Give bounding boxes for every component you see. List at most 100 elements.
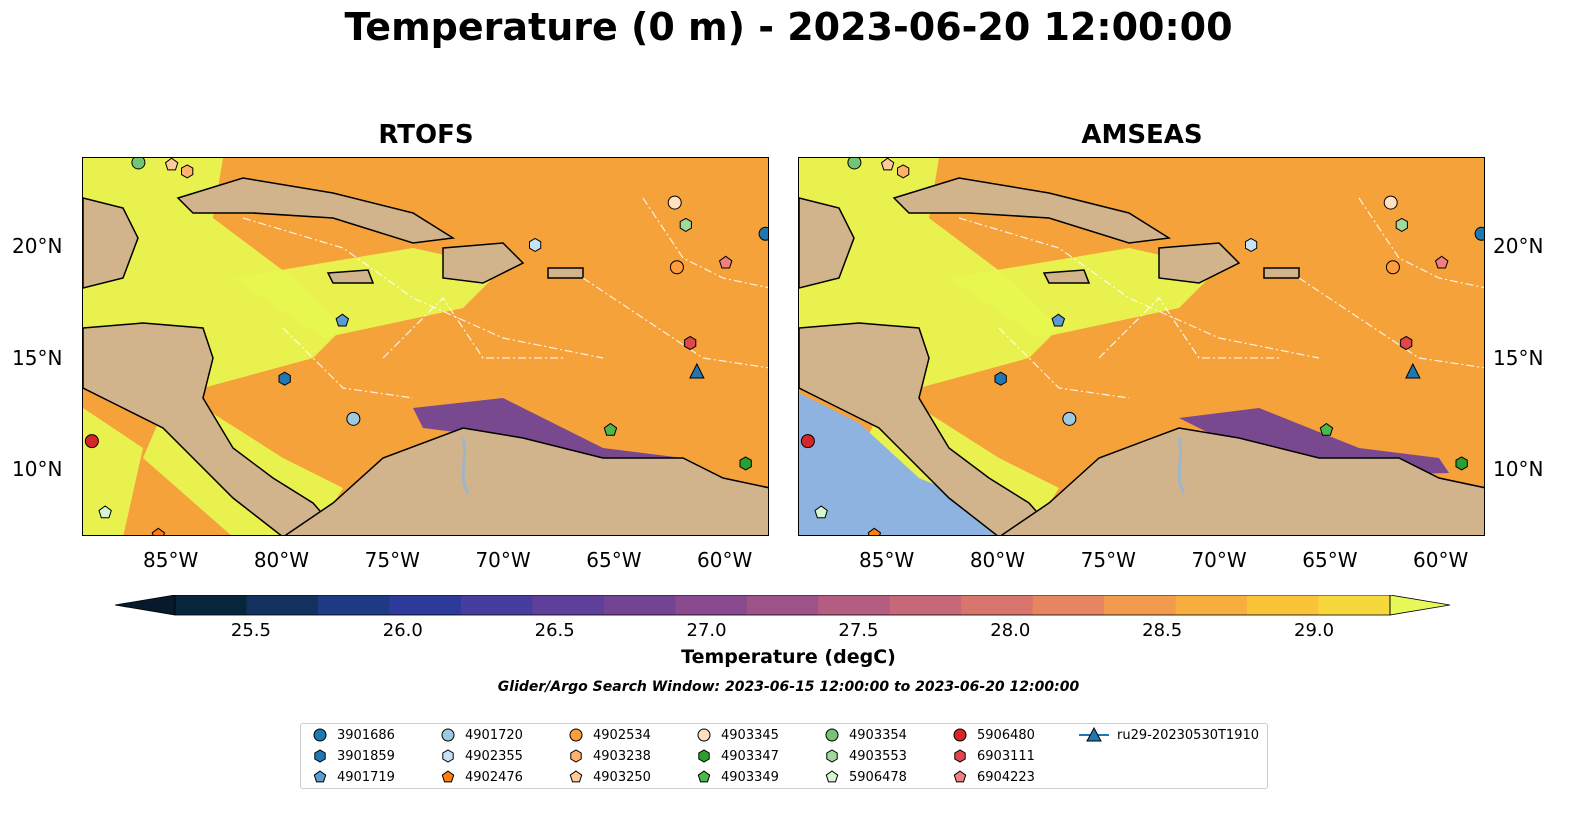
legend-item: 4903250 bbox=[567, 769, 651, 785]
hexagon-marker-icon bbox=[570, 749, 582, 763]
x-tick-label: 85°W bbox=[143, 548, 199, 572]
hexagon-marker-icon bbox=[954, 749, 966, 763]
legend-label: 4902534 bbox=[593, 727, 651, 743]
float-marker-5906478 bbox=[98, 505, 112, 519]
colorbar-tick-label: 25.5 bbox=[230, 620, 271, 641]
float-marker-6903111 bbox=[1400, 335, 1413, 351]
colorbar-bin bbox=[1104, 595, 1177, 615]
land-yucatan bbox=[83, 197, 139, 289]
pentagon-marker-icon bbox=[441, 770, 455, 783]
float-marker-4902534 bbox=[669, 260, 684, 275]
colorbar-bin bbox=[603, 595, 676, 615]
float-marker-4903347 bbox=[739, 456, 752, 471]
float-marker-4903349 bbox=[1319, 422, 1334, 436]
colorbar-bin bbox=[317, 595, 390, 615]
legend-label: 5906480 bbox=[977, 727, 1035, 743]
colorbar-tick-label: 26.5 bbox=[534, 620, 575, 641]
float-marker-5906480 bbox=[800, 434, 815, 449]
legend-label: 4902476 bbox=[465, 769, 523, 785]
float-marker-6904223 bbox=[1434, 255, 1449, 269]
glider-marker bbox=[689, 362, 705, 379]
colorbar-bin bbox=[1032, 595, 1105, 615]
lake-maracaibo bbox=[1177, 437, 1186, 494]
map-amseas[interactable] bbox=[798, 157, 1485, 536]
y-tick-label-left: 15°N bbox=[12, 345, 63, 370]
y-tick-label-left: 20°N bbox=[12, 234, 63, 259]
colorbar-bin bbox=[532, 595, 605, 615]
y-tick-label-right: 20°N bbox=[1493, 234, 1544, 259]
x-tick-label: 85°W bbox=[859, 548, 915, 572]
legend-label: ru29-20230530T1910 bbox=[1117, 727, 1260, 743]
eez-boundary bbox=[1358, 197, 1484, 289]
legend-marker-icon bbox=[441, 770, 455, 783]
colorbar-bin bbox=[818, 595, 891, 615]
y-tick-label-right: 15°N bbox=[1493, 345, 1544, 370]
float-marker-3901859 bbox=[994, 371, 1007, 386]
y-tick-label-left: 10°N bbox=[12, 457, 63, 482]
float-marker-4903345 bbox=[1383, 195, 1398, 210]
float-marker-4903345 bbox=[667, 195, 682, 210]
legend-label: 4901719 bbox=[337, 769, 395, 785]
x-tick-label: 75°W bbox=[364, 548, 420, 572]
eez-boundary bbox=[242, 217, 604, 359]
float-marker-4901719 bbox=[1051, 313, 1066, 327]
land-puerto-rico bbox=[1263, 267, 1300, 279]
legend-label: 4903354 bbox=[849, 727, 907, 743]
legend-marker-icon bbox=[313, 728, 327, 742]
map-rtofs[interactable] bbox=[82, 157, 769, 536]
legend-marker-icon bbox=[569, 728, 583, 742]
colorbar-extend-high bbox=[1389, 594, 1451, 616]
colorbar-bin bbox=[246, 595, 319, 615]
eez-boundary bbox=[582, 277, 768, 369]
legend-item: 4903553 bbox=[823, 748, 907, 764]
legend-marker-icon bbox=[442, 749, 454, 763]
legend-item: 4903238 bbox=[567, 748, 651, 764]
float-marker-6903111 bbox=[684, 335, 697, 351]
legend-label: 4903345 bbox=[721, 727, 779, 743]
x-tick-label: 65°W bbox=[1302, 548, 1358, 572]
glider-marker bbox=[1405, 362, 1421, 379]
float-marker-4902355 bbox=[529, 237, 542, 252]
legend-marker-icon bbox=[314, 749, 326, 763]
legend-marker-icon bbox=[570, 749, 582, 763]
legend-label: 5906478 bbox=[849, 769, 907, 785]
legend-item: 4901720 bbox=[439, 727, 523, 743]
legend-label: 6903111 bbox=[977, 748, 1035, 764]
eez-boundary bbox=[958, 217, 1320, 359]
legend-marker-icon bbox=[698, 749, 710, 763]
legend-item: 4903345 bbox=[695, 727, 779, 743]
legend-item: ru29-20230530T1910 bbox=[1079, 727, 1259, 743]
legend-label: 4903553 bbox=[849, 748, 907, 764]
float-marker-4903354 bbox=[131, 158, 146, 170]
land-south-america bbox=[284, 427, 768, 535]
legend-item: 4903354 bbox=[823, 727, 907, 743]
hexagon-marker-icon bbox=[442, 749, 454, 763]
circle-marker-icon bbox=[825, 728, 839, 742]
eez-boundary bbox=[998, 327, 1130, 399]
float-marker-3901686 bbox=[758, 226, 768, 241]
legend-marker-icon bbox=[697, 728, 711, 742]
colorbar-bin bbox=[389, 595, 462, 615]
land-yucatan bbox=[799, 197, 855, 289]
glider-legend-icon bbox=[1079, 727, 1109, 742]
panel-title-amseas: AMSEAS bbox=[1081, 120, 1203, 150]
x-tick-label: 70°W bbox=[1191, 548, 1247, 572]
legend-item: 4902476 bbox=[439, 769, 523, 785]
y-tick-label-right: 10°N bbox=[1493, 457, 1544, 482]
legend-item: 3901686 bbox=[311, 727, 395, 743]
legend-item: 4903349 bbox=[695, 769, 779, 785]
colorbar-bin bbox=[675, 595, 748, 615]
pacific-no-data bbox=[799, 393, 1048, 535]
warm-water-patch bbox=[233, 248, 503, 338]
float-marker-4901719 bbox=[335, 313, 350, 327]
legend-item: 4902534 bbox=[567, 727, 651, 743]
land-jamaica bbox=[1042, 269, 1091, 284]
colorbar-tick-label: 28.5 bbox=[1142, 620, 1183, 641]
land-hispaniola bbox=[1158, 242, 1241, 284]
colorbar-bin bbox=[1247, 595, 1320, 615]
colorbar-tick-label: 26.0 bbox=[382, 620, 423, 641]
float-marker-5906480 bbox=[84, 434, 99, 449]
legend-label: 4903349 bbox=[721, 769, 779, 785]
x-tick-label: 80°W bbox=[253, 548, 310, 572]
eez-boundary bbox=[1098, 297, 1279, 359]
